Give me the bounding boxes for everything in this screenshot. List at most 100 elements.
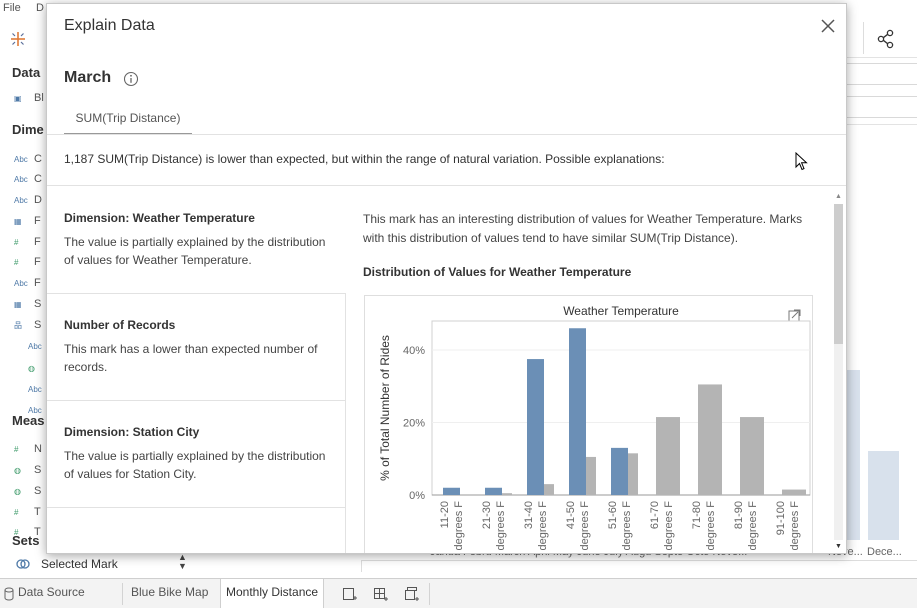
- tab-separator: [429, 583, 430, 605]
- measure-field[interactable]: # T: [14, 526, 46, 542]
- dimension-field[interactable]: Abc F: [14, 277, 46, 293]
- menu-bar: File D: [0, 0, 60, 18]
- bar-selected-1[interactable]: [443, 487, 460, 495]
- bar-other-8[interactable]: [740, 417, 764, 495]
- measures-title: Meas: [12, 413, 45, 428]
- divider: [47, 185, 846, 186]
- x-tick-label-unit: degrees F: [537, 501, 549, 551]
- field-label: C: [34, 173, 42, 185]
- vertical-scrollbar[interactable]: ▲ ▼: [832, 192, 844, 552]
- new-story-icon[interactable]: [404, 586, 420, 602]
- field-label: F: [34, 215, 41, 227]
- measure-field[interactable]: ◍ S: [14, 464, 46, 480]
- bar-other-9[interactable]: [782, 489, 806, 495]
- share-icon[interactable]: [874, 28, 898, 50]
- menu-file[interactable]: File: [3, 2, 21, 14]
- explanation-text: This mark has a lower than expected numb…: [64, 342, 318, 374]
- close-icon[interactable]: [820, 18, 836, 34]
- x-tick-label-unit: degrees F: [495, 501, 507, 551]
- new-worksheet-icon[interactable]: [342, 586, 358, 602]
- explanation-detail: This mark has an interesting distributio…: [363, 186, 823, 553]
- explanation-summary: 1,187 SUM(Trip Distance) is lower than e…: [64, 152, 665, 166]
- scroll-thumb[interactable]: [834, 204, 843, 344]
- bar-other-7[interactable]: [698, 384, 722, 495]
- bar-selected-5[interactable]: [611, 447, 628, 495]
- tab-sum-trip-distance[interactable]: SUM(Trip Distance): [64, 106, 192, 135]
- explanation-item-number-of-records[interactable]: Number of Records This mark has a lower …: [47, 293, 346, 401]
- expand-chart-icon[interactable]: [788, 309, 801, 322]
- view-divider: [361, 560, 917, 572]
- dimension-field[interactable]: # F: [14, 256, 46, 272]
- string-icon: Abc: [14, 155, 28, 164]
- datasource-tab-icon: [4, 587, 14, 601]
- set-item-selected-mark[interactable]: Selected Mark ▲ ▼: [16, 552, 196, 572]
- field-label: N: [34, 443, 42, 455]
- bar-selected-4[interactable]: [569, 328, 586, 495]
- dimension-field[interactable]: Abc C: [14, 173, 46, 189]
- dimension-field[interactable]: Abc C: [14, 153, 46, 169]
- x-tick-label-unit: degrees F: [453, 501, 465, 551]
- dimensions-title: Dime: [12, 122, 44, 137]
- date-icon: ▦: [14, 217, 22, 226]
- shelf-border: [846, 57, 917, 58]
- tableau-logo-icon[interactable]: [9, 30, 27, 48]
- geo-icon: ◍: [14, 487, 21, 496]
- bar-selected-3[interactable]: [527, 359, 544, 495]
- measure-field[interactable]: # T: [14, 506, 46, 522]
- explanation-heading: Number of Records: [64, 318, 176, 332]
- sort-arrows-icon[interactable]: ▲ ▼: [178, 552, 187, 571]
- number-icon: #: [14, 508, 19, 517]
- string-icon: Abc: [14, 175, 28, 184]
- x-tick-label-unit: degrees F: [621, 501, 633, 551]
- data-pane-title: Data: [12, 65, 41, 80]
- dimension-field[interactable]: ▦ S: [14, 298, 46, 314]
- field-label: S: [34, 319, 42, 331]
- x-tick-label: 21-30: [481, 501, 493, 529]
- measure-field[interactable]: ◍ S: [14, 485, 46, 501]
- string-icon: Abc: [28, 342, 42, 351]
- explanation-item-station-city[interactable]: Dimension: Station City The value is par…: [47, 400, 346, 508]
- info-icon[interactable]: [123, 71, 139, 87]
- background-bar-november[interactable]: [846, 370, 860, 540]
- scroll-down-icon[interactable]: ▼: [835, 543, 842, 550]
- set-label: Selected Mark: [41, 557, 118, 571]
- number-icon: #: [14, 528, 19, 537]
- new-dashboard-icon[interactable]: [373, 586, 389, 602]
- tab-monthly-distance[interactable]: Monthly Distance: [220, 579, 325, 608]
- rows-shelf[interactable]: [846, 96, 917, 118]
- hierarchy-icon: 品: [14, 321, 22, 330]
- sets-title: Sets: [12, 533, 40, 548]
- explain-data-dialog: Explain Data March SUM(Trip Distance) 1,…: [46, 3, 847, 554]
- dimension-field[interactable]: Abc D: [14, 194, 46, 210]
- dimension-field[interactable]: Abc: [28, 404, 60, 420]
- x-tick-label: 61-70: [649, 501, 661, 529]
- tab-blue-bike-map[interactable]: Blue Bike Map: [131, 585, 209, 599]
- field-label: T: [34, 526, 41, 538]
- field-label: S: [34, 298, 42, 310]
- dimension-field[interactable]: # F: [14, 236, 46, 252]
- measure-field[interactable]: # N: [14, 443, 46, 459]
- datasource-item[interactable]: ▣ Bl: [14, 92, 44, 104]
- explanation-item-weather-temperature[interactable]: Dimension: Weather Temperature The value…: [47, 186, 346, 294]
- chart-title: Weather Temperature: [563, 304, 679, 318]
- y-axis-label: % of Total Number of Rides: [378, 335, 392, 481]
- explanation-list: Dimension: Weather Temperature The value…: [47, 186, 346, 553]
- tab-data-source[interactable]: Data Source: [18, 585, 85, 599]
- dimension-field[interactable]: Abc: [28, 340, 60, 356]
- scroll-track[interactable]: [834, 204, 843, 540]
- background-bar-december[interactable]: [868, 451, 899, 540]
- columns-shelf[interactable]: [846, 63, 917, 85]
- y-tick-label: 20%: [403, 418, 425, 430]
- dimension-field[interactable]: ▦ F: [14, 215, 46, 231]
- scroll-up-icon[interactable]: ▲: [835, 193, 842, 200]
- x-tick-label: 81-90: [733, 501, 745, 529]
- dimension-field[interactable]: Abc: [28, 383, 60, 399]
- string-icon: Abc: [28, 406, 42, 415]
- shelf-divider: [846, 124, 917, 125]
- bar-other-6[interactable]: [656, 417, 680, 495]
- dimension-field[interactable]: ◍: [28, 362, 60, 378]
- distribution-title: Distribution of Values for Weather Tempe…: [363, 265, 632, 279]
- bar-selected-2[interactable]: [485, 487, 502, 495]
- menu-data[interactable]: D: [36, 2, 44, 14]
